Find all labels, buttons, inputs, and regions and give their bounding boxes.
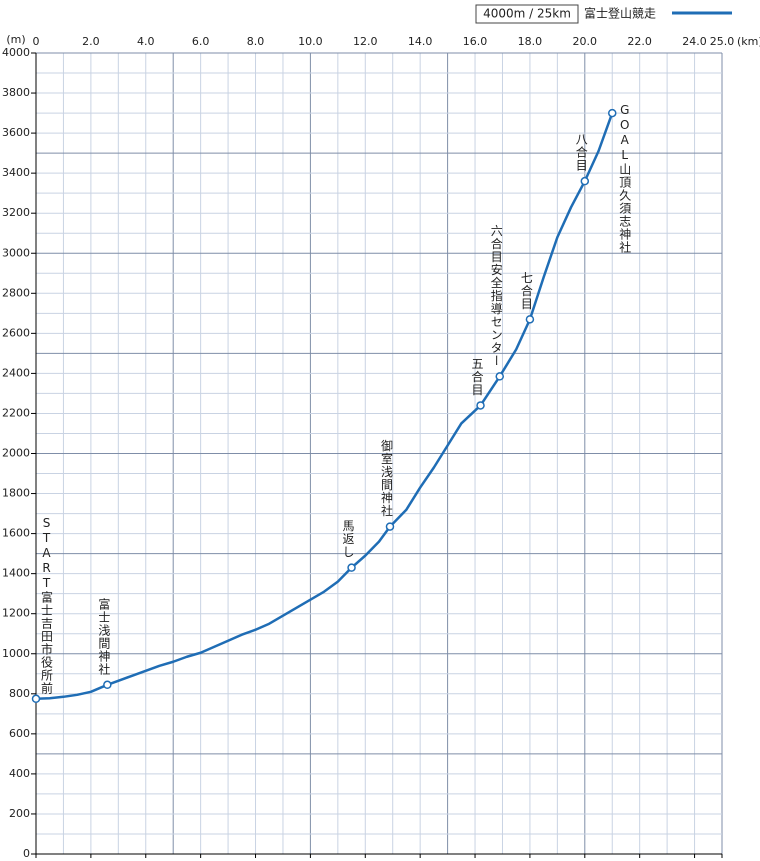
- y-tick-label: 1600: [2, 527, 30, 540]
- y-tick-label: 1000: [2, 647, 30, 660]
- y-tick-label: 3200: [2, 206, 30, 219]
- y-tick-label: 600: [9, 727, 30, 740]
- checkpoint-label: 富士浅間神社: [97, 596, 111, 675]
- y-tick-label: 1400: [2, 567, 30, 580]
- checkpoint-label: 五合目: [470, 357, 484, 396]
- x-tick-label: 4.0: [137, 35, 155, 48]
- legend-scale: 4000m / 25km: [483, 7, 571, 21]
- checkpoint: [31, 694, 41, 704]
- checkpoint: [476, 401, 485, 410]
- y-tick-label: 4000: [2, 46, 30, 59]
- x-tick-label: 25.0: [710, 35, 735, 48]
- y-tick-label: 3600: [2, 126, 30, 139]
- legend-label: 富士登山競走: [584, 6, 656, 21]
- x-tick-label: 24.0: [682, 35, 707, 48]
- x-tick-label: 18.0: [518, 35, 543, 48]
- y-unit: (m): [6, 33, 25, 46]
- checkpoint-label: START富士吉田市役所前: [40, 516, 54, 695]
- checkpoint-label: 馬返し: [341, 520, 355, 559]
- checkpoint-label: GOAL山頂久須志神社: [618, 103, 632, 254]
- y-tick-label: 3800: [2, 86, 30, 99]
- y-tick-label: 1200: [2, 607, 30, 620]
- x-tick-label: 16.0: [463, 35, 488, 48]
- legend-box: [475, 4, 579, 24]
- x-unit: (km): [737, 35, 760, 48]
- checkpoint-label: 六合目安全指導センター: [489, 224, 503, 367]
- checkpoint: [385, 522, 395, 531]
- y-tick-label: 1800: [2, 487, 30, 500]
- checkpoint: [525, 315, 535, 324]
- y-tick-label: 800: [9, 687, 30, 700]
- y-tick-label: 2200: [2, 406, 30, 419]
- checkpoint: [495, 372, 504, 381]
- x-tick-label: 8.0: [247, 35, 265, 48]
- x-tick-label: 22.0: [627, 35, 652, 48]
- checkpoint-label: 七合目: [519, 271, 533, 310]
- y-tick-label: 3000: [2, 246, 30, 259]
- checkpoint: [103, 680, 112, 690]
- y-tick-label: 200: [9, 807, 30, 820]
- checkpoint: [347, 563, 356, 572]
- y-tick-label: 2800: [2, 286, 30, 299]
- x-tick-label: 0: [33, 35, 40, 48]
- x-tick-label: 10.0: [298, 35, 323, 48]
- checkpoint-label: 八合目: [574, 133, 588, 172]
- checkpoint: [580, 176, 590, 186]
- elevation-line: [35, 112, 614, 701]
- x-tick-label: 12.0: [353, 35, 378, 48]
- x-tick-label: 14.0: [408, 35, 433, 48]
- y-tick-label: 400: [9, 767, 30, 780]
- x-tick-label: 6.0: [192, 35, 210, 48]
- checkpoint: [607, 108, 617, 118]
- y-tick-label: 2600: [2, 326, 30, 339]
- checkpoint-label: 御室浅間神社: [379, 438, 393, 517]
- y-tick-label: 3400: [2, 166, 30, 179]
- y-tick-label: 2000: [2, 447, 30, 460]
- y-tick-label: 0: [23, 847, 30, 860]
- x-tick-label: 20.0: [573, 35, 598, 48]
- x-tick-label: 2.0: [82, 35, 100, 48]
- y-tick-label: 2400: [2, 366, 30, 379]
